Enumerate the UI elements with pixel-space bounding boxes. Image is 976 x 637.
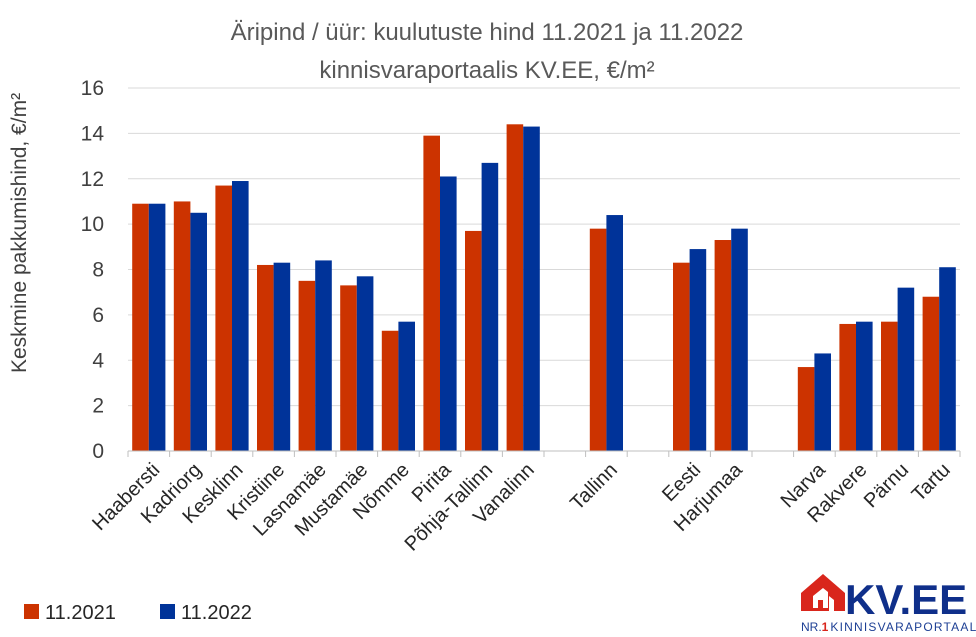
y-axis-label: Keskmine pakkumishind, €/m² [8, 93, 31, 373]
legend-swatch-2022 [160, 604, 175, 619]
bar-11.2021-Rakvere [839, 323, 856, 451]
y-tick-label: 16 [81, 77, 104, 100]
bar-11.2021-Tartu [922, 296, 940, 451]
x-tick-label: Tallinn [566, 459, 622, 515]
chart-title-line2: kinnisvaraportaalis KV.EE, €/m² [319, 57, 654, 84]
y-tick-label: 6 [92, 304, 104, 327]
x-tick-label: Pärnu [860, 459, 913, 512]
y-tick-label: 4 [92, 349, 104, 372]
house-icon [801, 574, 845, 611]
logo-tagline-text: KINNISVARAPORTAAL [830, 620, 976, 634]
chart-title-line1: Äripind / üür: kuulutuste hind 11.2021 j… [231, 19, 744, 46]
legend: 11.2021 11.2022 [24, 602, 252, 624]
bar-11.2021-Kristiine [257, 264, 274, 451]
bar-11.2022-Rakvere [856, 321, 873, 451]
bar-11.2022-Harjumaa [731, 228, 748, 451]
bar-11.2021-Narva [797, 367, 815, 451]
bar-11.2022-Narva [814, 353, 831, 451]
bar-11.2022-Pärnu [897, 287, 915, 451]
bar-11.2022-Nõmme [398, 321, 415, 451]
x-axis [127, 450, 961, 457]
x-tick-label: Tartu [908, 459, 955, 506]
bar-11.2021-Harjumaa [714, 240, 732, 451]
legend-label-2022: 11.2022 [181, 602, 252, 624]
bar-11.2022-Vanalinn [523, 126, 540, 451]
bars [132, 124, 956, 452]
bar-11.2021-Haabersti [132, 203, 149, 451]
x-axis-ticks: HaaberstiKadriorgKesklinnKristiineLasnam… [88, 458, 954, 555]
y-axis-ticks: 0 2 4 6 8 10 12 14 16 [81, 77, 105, 463]
kv-ee-logo: KV.EE NR.1 KINNISVARAPORTAAL [801, 574, 976, 634]
bar-11.2022-Kesklinn [232, 181, 249, 451]
bar-11.2022-Kristiine [273, 262, 291, 451]
bar-11.2021-Kadriorg [173, 201, 191, 451]
legend-label-2021: 11.2021 [45, 602, 116, 624]
bar-11.2021-Mustamäe [340, 285, 357, 451]
bar-11.2021-Nõmme [381, 330, 399, 451]
logo-tagline: NR.1 KINNISVARAPORTAAL [801, 620, 976, 634]
bar-11.2022-Tartu [939, 267, 956, 451]
bar-11.2021-Lasnamäe [298, 280, 316, 451]
y-tick-label: 10 [81, 213, 104, 236]
bar-11.2022-Põhja-Tallinn [481, 162, 499, 451]
y-tick-label: 2 [92, 395, 104, 418]
bar-11.2021-Eesti [673, 262, 690, 451]
bar-11.2021-Tallinn [589, 228, 607, 451]
y-tick-label: 0 [92, 440, 104, 463]
logo-wordmark: KV.EE [845, 576, 967, 623]
legend-item-2022: 11.2022 [160, 602, 252, 624]
bar-11.2022-Mustamäe [356, 276, 374, 451]
bar-11.2022-Tallinn [606, 215, 623, 451]
legend-swatch-2021 [24, 604, 39, 619]
bar-11.2021-Põhja-Tallinn [465, 230, 482, 451]
bar-11.2021-Pärnu [881, 321, 898, 451]
bar-11.2022-Haabersti [148, 203, 166, 451]
bar-11.2021-Pirita [423, 135, 440, 451]
logo-nr-one: 1 [822, 620, 829, 634]
y-tick-label: 8 [92, 259, 104, 282]
bar-11.2022-Lasnamäe [315, 260, 332, 451]
logo-nr-prefix: NR. [801, 620, 822, 634]
y-tick-label: 12 [81, 168, 104, 191]
bar-11.2021-Vanalinn [506, 124, 524, 452]
bar-11.2022-Kadriorg [190, 212, 207, 451]
bar-11.2022-Pirita [440, 176, 457, 452]
bar-11.2021-Kesklinn [215, 185, 232, 451]
y-tick-label: 14 [81, 122, 105, 145]
legend-item-2021: 11.2021 [24, 602, 116, 624]
gridlines [128, 87, 960, 407]
bar-11.2022-Eesti [689, 249, 707, 451]
